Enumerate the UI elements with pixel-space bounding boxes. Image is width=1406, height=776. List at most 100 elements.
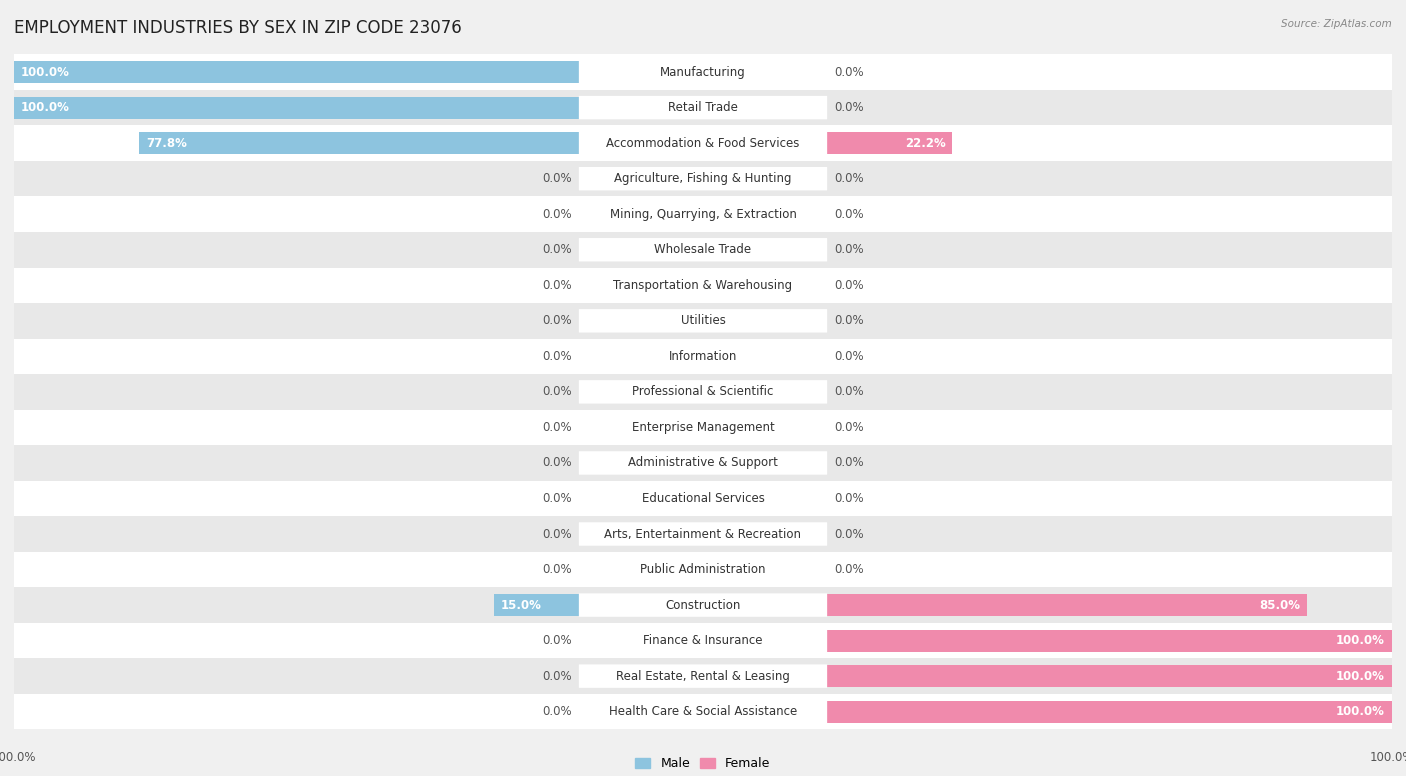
Text: Transportation & Warehousing: Transportation & Warehousing [613, 279, 793, 292]
Text: 100.0%: 100.0% [1369, 750, 1406, 764]
Text: 0.0%: 0.0% [543, 670, 572, 683]
Text: 0.0%: 0.0% [543, 705, 572, 718]
Bar [827, 629, 1392, 652]
Text: Agriculture, Fishing & Hunting: Agriculture, Fishing & Hunting [614, 172, 792, 185]
Bar [827, 594, 1308, 616]
Bar [827, 701, 1392, 722]
Text: 0.0%: 0.0% [543, 421, 572, 434]
Bar [14, 658, 1392, 694]
Text: Construction: Construction [665, 598, 741, 611]
Text: Finance & Insurance: Finance & Insurance [644, 634, 762, 647]
Text: 85.0%: 85.0% [1260, 598, 1301, 611]
Text: 100.0%: 100.0% [21, 66, 70, 78]
Text: Source: ZipAtlas.com: Source: ZipAtlas.com [1281, 19, 1392, 29]
Text: 0.0%: 0.0% [834, 172, 863, 185]
Text: Retail Trade: Retail Trade [668, 101, 738, 114]
Bar [14, 90, 1392, 126]
Text: 0.0%: 0.0% [834, 243, 863, 256]
Text: 0.0%: 0.0% [834, 314, 863, 327]
Text: 0.0%: 0.0% [834, 421, 863, 434]
Text: 0.0%: 0.0% [834, 279, 863, 292]
FancyBboxPatch shape [579, 61, 827, 84]
Text: 0.0%: 0.0% [543, 456, 572, 469]
Text: Mining, Quarrying, & Extraction: Mining, Quarrying, & Extraction [610, 208, 796, 220]
FancyBboxPatch shape [579, 274, 827, 297]
Bar [14, 516, 1392, 552]
Bar [14, 587, 1392, 623]
Bar [14, 232, 1392, 268]
Text: 0.0%: 0.0% [834, 350, 863, 363]
FancyBboxPatch shape [579, 629, 827, 653]
FancyBboxPatch shape [579, 167, 827, 190]
Text: 0.0%: 0.0% [834, 456, 863, 469]
Text: Information: Information [669, 350, 737, 363]
Bar [14, 303, 1392, 338]
FancyBboxPatch shape [579, 96, 827, 120]
Bar [14, 161, 1392, 196]
Text: 100.0%: 100.0% [0, 750, 37, 764]
Bar [14, 54, 1392, 90]
FancyBboxPatch shape [579, 345, 827, 368]
Text: 0.0%: 0.0% [543, 208, 572, 220]
Bar [14, 126, 1392, 161]
Bar [14, 410, 1392, 445]
Text: 0.0%: 0.0% [834, 492, 863, 505]
Text: 22.2%: 22.2% [905, 137, 945, 150]
Bar [14, 268, 1392, 303]
FancyBboxPatch shape [579, 700, 827, 723]
Legend: Male, Female: Male, Female [636, 757, 770, 771]
FancyBboxPatch shape [579, 380, 827, 404]
Text: 100.0%: 100.0% [1336, 705, 1385, 718]
Bar [14, 480, 1392, 516]
Bar [14, 196, 1392, 232]
Text: Public Administration: Public Administration [640, 563, 766, 576]
Text: EMPLOYMENT INDUSTRIES BY SEX IN ZIP CODE 23076: EMPLOYMENT INDUSTRIES BY SEX IN ZIP CODE… [14, 19, 461, 37]
Text: 0.0%: 0.0% [543, 528, 572, 541]
Text: 0.0%: 0.0% [834, 386, 863, 398]
Text: Educational Services: Educational Services [641, 492, 765, 505]
Text: 100.0%: 100.0% [1336, 634, 1385, 647]
FancyBboxPatch shape [579, 522, 827, 546]
Bar [827, 132, 952, 154]
Bar [14, 694, 1392, 729]
Text: 0.0%: 0.0% [834, 528, 863, 541]
Text: 77.8%: 77.8% [146, 137, 187, 150]
Text: Real Estate, Rental & Leasing: Real Estate, Rental & Leasing [616, 670, 790, 683]
Text: 0.0%: 0.0% [543, 563, 572, 576]
Text: Utilities: Utilities [681, 314, 725, 327]
Bar [14, 96, 579, 119]
FancyBboxPatch shape [579, 664, 827, 688]
Text: Arts, Entertainment & Recreation: Arts, Entertainment & Recreation [605, 528, 801, 541]
Bar [14, 61, 579, 83]
Bar [14, 552, 1392, 587]
Bar [14, 374, 1392, 410]
Bar [14, 338, 1392, 374]
Text: Manufacturing: Manufacturing [661, 66, 745, 78]
Text: 100.0%: 100.0% [21, 101, 70, 114]
Text: 0.0%: 0.0% [543, 492, 572, 505]
Bar [827, 665, 1392, 688]
Text: Professional & Scientific: Professional & Scientific [633, 386, 773, 398]
Text: 0.0%: 0.0% [834, 66, 863, 78]
Text: 0.0%: 0.0% [543, 243, 572, 256]
Text: 0.0%: 0.0% [834, 208, 863, 220]
FancyBboxPatch shape [579, 558, 827, 581]
FancyBboxPatch shape [579, 451, 827, 475]
FancyBboxPatch shape [579, 487, 827, 510]
Bar [139, 132, 579, 154]
FancyBboxPatch shape [579, 238, 827, 262]
FancyBboxPatch shape [579, 309, 827, 333]
Text: 0.0%: 0.0% [543, 314, 572, 327]
Text: 0.0%: 0.0% [543, 279, 572, 292]
Text: 0.0%: 0.0% [543, 350, 572, 363]
Text: 0.0%: 0.0% [543, 634, 572, 647]
Text: Health Care & Social Assistance: Health Care & Social Assistance [609, 705, 797, 718]
Text: 0.0%: 0.0% [543, 172, 572, 185]
FancyBboxPatch shape [579, 203, 827, 226]
Text: Wholesale Trade: Wholesale Trade [654, 243, 752, 256]
Text: 0.0%: 0.0% [834, 101, 863, 114]
Text: 100.0%: 100.0% [1336, 670, 1385, 683]
Text: 0.0%: 0.0% [543, 386, 572, 398]
Bar [14, 623, 1392, 658]
Bar [14, 445, 1392, 480]
